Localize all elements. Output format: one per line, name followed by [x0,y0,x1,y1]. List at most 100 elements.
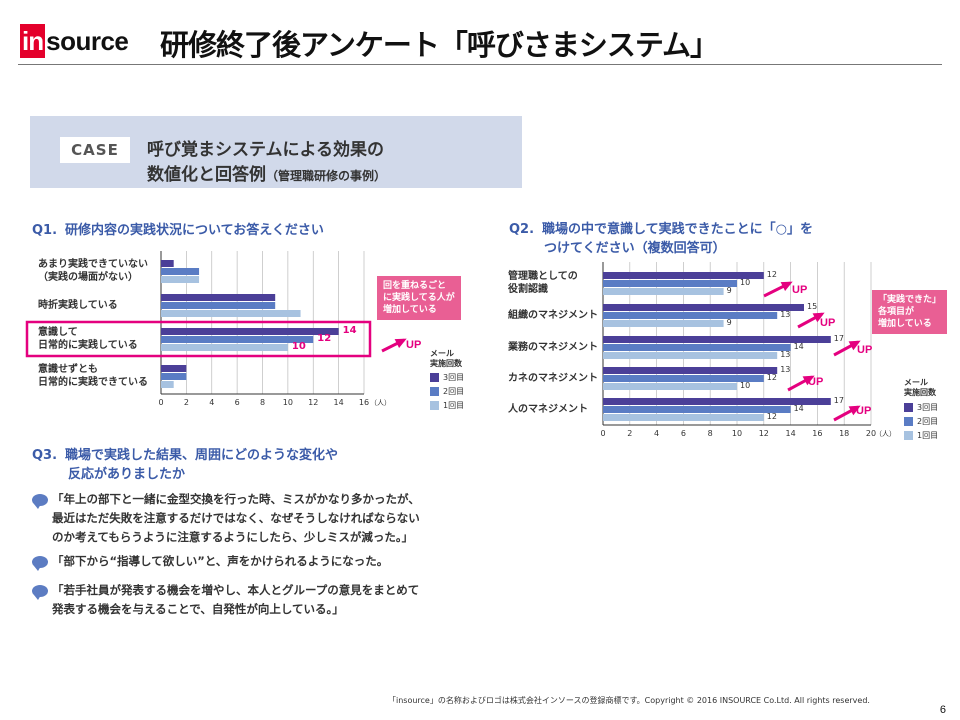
bar-value-label: 15 [807,302,818,311]
x-tick-label: 16 [358,398,370,407]
comment-line: 最近はただ失敗を注意するだけではなく、なぜそうしなければならない [52,511,420,525]
insource-logo: in source [20,24,129,58]
x-tick-label: 16 [812,429,823,438]
speech-bubble-icon [32,585,48,600]
q1-note-line: に実践してる人が [383,293,455,303]
category-label: 人のマネジメント [508,403,588,415]
category-label: 時折実践している [38,299,118,311]
q3-comment: 「部下から“指導して欲しい”と、声をかけられるようになった。 [52,552,388,571]
x-tick-label: 2 [183,398,189,407]
q2-legend-item: 3回目 [904,402,938,413]
bar-value-label: 14 [793,404,804,413]
comment-line: 「若手社員が発表する機会を増やし、本人とグループの意見をまとめて [52,583,420,597]
bar-1回目 [161,344,288,351]
bar-1回目 [161,310,301,317]
bar-2回目 [161,336,314,343]
bar-3回目 [603,398,831,405]
x-tick-label: 14 [333,398,344,407]
bar-value-label: 10 [740,381,751,390]
q2-up-label: UP [820,317,836,329]
q2-heading: Q2. 職場の中で意識して実践できたことに「○」を [509,218,813,237]
category-label: 管理職としての [508,271,578,282]
logo-wordmark: source [46,26,129,56]
bar-value-label: 17 [833,334,844,343]
legend-title-line1: メール [904,378,928,387]
x-tick-label: 12 [758,429,769,438]
case-label: CASE [60,137,130,163]
q1-highlight-frame [25,320,372,358]
bar-3回目 [603,367,778,374]
legend-label-1: 1回目 [917,431,939,440]
speech-bubble-icon [32,556,48,571]
x-unit-label: （人） [875,430,896,438]
bar-value-label: 13 [780,310,791,319]
q2-up-label: UP [857,344,873,356]
q1-legend-item: 2回目 [430,386,464,397]
q3-comment: 「若手社員が発表する機会を増やし、本人とグループの意見をまとめて 発表する機会を… [52,581,419,619]
q2-up-label: UP [792,284,808,296]
category-label: 業務のマネジメント [508,341,598,353]
x-tick-label: 12 [308,398,319,407]
bar-value-label: 14 [793,342,804,351]
bar-3回目 [161,328,339,335]
q3-heading: Q3. 職場で実践した結果、周囲にどのような変化や [32,444,338,463]
legend-swatch-3 [904,403,913,412]
comment-line: 「年上の部下と一緒に金型交換を行った時、ミスがかなり多かったが、 [52,492,420,506]
q1-number: Q1. [32,223,58,238]
q2-note-box: 「実践できた」 各項目が 増加している [872,290,948,334]
bar-value-label: 13 [780,365,791,374]
q2-up-label: UP [856,405,872,417]
x-tick-label: 8 [707,429,713,438]
q1-note-box: 回を重ねるごと に実践してる人が 増加している [377,276,461,320]
q1-up-arrow-head [394,338,407,349]
bar-2回目 [161,302,276,309]
bar-1回目 [603,352,778,359]
bar-3回目 [603,304,804,311]
x-tick-label: 0 [600,429,606,438]
x-tick-label: 0 [158,398,164,407]
legend-label-2: 2回目 [443,387,465,396]
category-label: カネのマネジメント [508,372,598,384]
bar-value-label: 14 [342,325,357,336]
q2-legend-item: 2回目 [904,416,938,427]
bar-value-label: 9 [726,286,732,295]
bar-3回目 [161,294,276,301]
q3-text-line1: 職場で実践した結果、周囲にどのような変化や [65,448,339,463]
x-tick-label: 10 [731,429,743,438]
bar-value-label: 9 [726,318,732,327]
q2-up-arrow-head [802,375,815,386]
bar-1回目 [603,320,724,327]
bar-value-label: 12 [766,412,777,421]
comment-line: 発表する機会を与えることで、自発性が向上している。」 [52,602,344,616]
legend-label-3: 3回目 [917,403,939,412]
bar-2回目 [161,373,187,380]
bar-2回目 [603,280,737,287]
q2-note-line: 各項目が [878,307,915,317]
legend-label-2: 2回目 [917,417,939,426]
q1-up-label: UP [406,339,422,351]
q1-note-line: 回を重ねるごと [383,281,447,291]
bar-value-label: 12 [317,333,332,344]
bar-value-label: 12 [766,373,777,382]
bar-1回目 [161,276,200,283]
bar-value-label: 12 [766,270,777,279]
x-tick-label: 20 [865,429,877,438]
x-tick-label: 18 [839,429,850,438]
bar-1回目 [161,381,174,388]
q3-comment: 「年上の部下と一緒に金型交換を行った時、ミスがかなり多かったが、 最近はただ失敗… [52,490,420,547]
x-tick-label: 6 [680,429,686,438]
q1-legend-title: メール 実施回数 [430,349,462,369]
legend-label-1: 1回目 [443,401,465,410]
q2-text-line1: 職場の中で意識して実践できたことに「○」を [542,222,814,237]
bar-2回目 [603,312,778,319]
logo-in-mark: in [20,24,46,58]
q2-heading-line2: つけてください（複数回答可） [544,241,726,256]
q1-text: 研修内容の実践状況についてお答えください [65,223,324,238]
category-label: 日常的に実践できている [38,377,148,388]
category-label: 意識せずとも [38,364,98,375]
q2-number: Q2. [509,222,535,237]
category-label: あまり実践できていない [38,259,148,270]
comment-line: 「部下から“指導して欲しい”と、声をかけられるようになった。 [52,554,389,568]
